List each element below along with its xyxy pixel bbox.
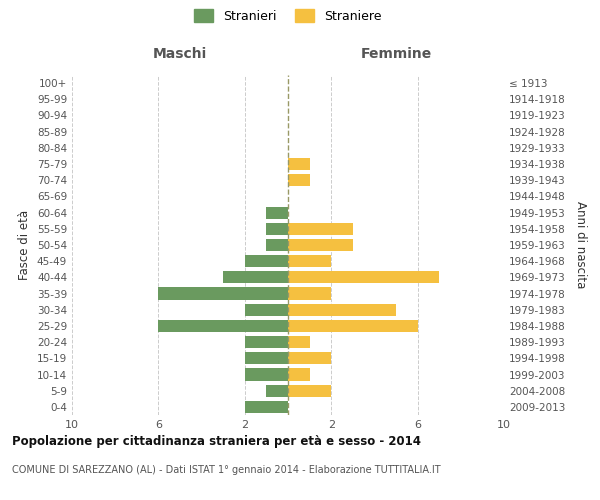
Text: Femmine: Femmine xyxy=(361,48,431,62)
Bar xyxy=(288,304,396,316)
Text: Maschi: Maschi xyxy=(153,48,207,62)
Text: COMUNE DI SAREZZANO (AL) - Dati ISTAT 1° gennaio 2014 - Elaborazione TUTTITALIA.: COMUNE DI SAREZZANO (AL) - Dati ISTAT 1°… xyxy=(12,465,440,475)
Bar xyxy=(245,336,288,348)
Bar xyxy=(288,368,310,380)
Bar xyxy=(288,239,353,251)
Bar xyxy=(266,222,288,235)
Bar xyxy=(288,352,331,364)
Bar xyxy=(245,304,288,316)
Y-axis label: Fasce di età: Fasce di età xyxy=(19,210,31,280)
Bar xyxy=(266,239,288,251)
Bar xyxy=(288,158,310,170)
Bar xyxy=(245,352,288,364)
Bar xyxy=(245,368,288,380)
Text: Popolazione per cittadinanza straniera per età e sesso - 2014: Popolazione per cittadinanza straniera p… xyxy=(12,435,421,448)
Bar xyxy=(158,320,288,332)
Bar xyxy=(288,288,331,300)
Bar xyxy=(158,288,288,300)
Bar xyxy=(266,206,288,218)
Legend: Stranieri, Straniere: Stranieri, Straniere xyxy=(190,4,386,28)
Bar xyxy=(288,336,310,348)
Bar xyxy=(266,384,288,397)
Bar xyxy=(223,272,288,283)
Bar xyxy=(288,384,331,397)
Bar xyxy=(288,320,418,332)
Y-axis label: Anni di nascita: Anni di nascita xyxy=(574,202,587,288)
Bar xyxy=(288,174,310,186)
Bar xyxy=(288,272,439,283)
Bar xyxy=(245,255,288,268)
Bar xyxy=(288,222,353,235)
Bar xyxy=(288,255,331,268)
Bar xyxy=(245,401,288,413)
